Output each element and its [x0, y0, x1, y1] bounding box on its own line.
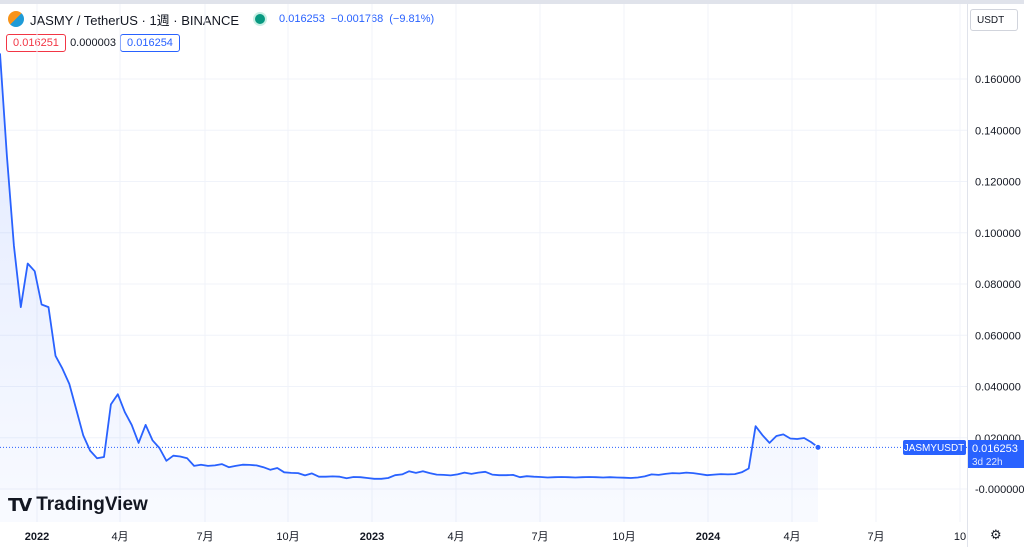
price-area-fill: [0, 53, 818, 523]
spread-value: 0.000003: [70, 37, 116, 49]
y-tick-label: 0.060000: [975, 330, 1021, 342]
last-price-marker: [814, 443, 822, 451]
price-label: JASMYUSDT 0.016253 3d 22h: [903, 440, 1024, 468]
price-line: [0, 53, 819, 480]
sell-price-button[interactable]: 0.016251: [6, 34, 66, 52]
price-label-symbol: JASMYUSDT: [904, 443, 965, 454]
x-tick-label: 2022: [25, 531, 49, 543]
y-tick-label: -0.000000: [975, 484, 1024, 496]
y-tick-label: 0.100000: [975, 228, 1021, 240]
symbol-header: JASMY / TetherUS · 1週 · BINANCE 0.016253…: [8, 9, 434, 29]
price-axis-border: [967, 4, 968, 547]
x-tick-label: 4月: [783, 531, 800, 543]
watermark-text: TradingView: [36, 494, 148, 515]
y-tick-label: 0.040000: [975, 382, 1021, 394]
x-tick-label: 10: [954, 531, 966, 543]
x-tick-label: 4月: [447, 531, 464, 543]
x-tick-label: 4月: [111, 531, 128, 543]
x-tick-label: 7月: [867, 531, 884, 543]
tradingview-logo-icon: 𝗧𝗩: [8, 494, 32, 515]
x-tick-label: 7月: [196, 531, 213, 543]
price-label-countdown: 3d 22h: [972, 457, 1003, 468]
price-axis[interactable]: 0.160000 0.140000 0.120000 0.100000 0.080000…: [975, 74, 1024, 496]
market-open-icon: [253, 12, 268, 26]
x-tick-label: 7月: [531, 531, 548, 543]
price-change-percent: (−9.81%): [389, 13, 435, 25]
y-tick-label: 0.160000: [975, 74, 1021, 86]
price-change: −0.001768: [330, 13, 384, 25]
top-border: [0, 0, 1024, 4]
settings-gear-icon[interactable]: ⚙: [990, 527, 1002, 542]
x-tick-label: 10月: [276, 531, 299, 543]
jasmy-logo-icon: [8, 11, 24, 27]
last-price: 0.016253: [279, 13, 325, 25]
x-tick-label: 2024: [696, 531, 721, 543]
x-tick-label: 10月: [612, 531, 635, 543]
y-tick-label: 0.120000: [975, 177, 1021, 189]
x-tick-label: 2023: [360, 531, 384, 543]
price-label-value: 0.016253: [972, 443, 1018, 455]
time-axis[interactable]: 2022 4月 7月 10月 2023 4月 7月 10月 2024 4月 7月 10: [25, 531, 966, 543]
currency-selector[interactable]: USDT: [970, 9, 1018, 31]
symbol-title[interactable]: JASMY / TetherUS · 1週 · BINANCE: [30, 12, 240, 28]
y-tick-label: 0.140000: [975, 125, 1021, 137]
y-tick-label: 0.080000: [975, 279, 1021, 291]
tradingview-watermark[interactable]: 𝗧𝗩 TradingView: [8, 494, 148, 516]
